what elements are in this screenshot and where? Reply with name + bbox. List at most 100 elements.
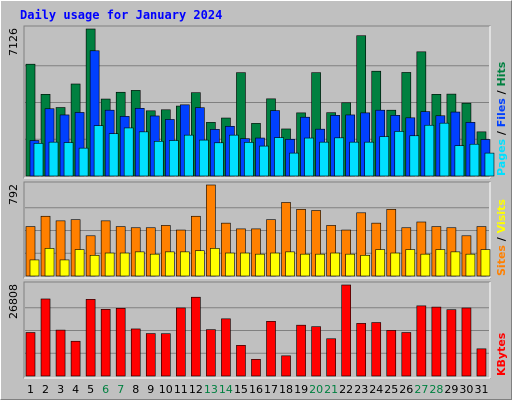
visits-bar [270, 252, 280, 277]
day-label: 30 [459, 383, 473, 396]
pages-bar [349, 141, 359, 177]
pages-bar [364, 141, 375, 177]
pages-bar [214, 142, 224, 177]
day-label: 25 [384, 383, 398, 396]
pages-bar [319, 141, 329, 177]
visits-bar [315, 253, 325, 277]
pages-bar [229, 134, 239, 177]
day-label: 6 [102, 383, 109, 396]
kbytes-bar [25, 332, 36, 377]
visits-bar [149, 253, 160, 277]
day-label: 31 [474, 383, 488, 396]
kbytes-bar [416, 305, 427, 377]
kbytes-bar [446, 309, 457, 377]
pages-bar [274, 137, 284, 177]
kbytes-bar [115, 307, 126, 377]
day-label: 17 [264, 383, 278, 396]
pages-bar [33, 143, 44, 177]
legend-panel-3: KBytes [495, 332, 508, 376]
visits-bar [29, 259, 40, 277]
legend-separator: / [495, 86, 508, 98]
kbytes-bar [386, 330, 397, 377]
kbytes-bar [145, 333, 156, 377]
kbytes-bar [40, 298, 51, 377]
visits-bar [119, 252, 130, 277]
kbytes-bar [191, 296, 201, 377]
visits-bar [375, 249, 386, 277]
pages-bar [123, 127, 134, 177]
kbytes-bar [281, 355, 291, 377]
pages-bar [289, 152, 299, 177]
legend-panel-1: Pages / Files / Hits [495, 61, 508, 176]
kbytes-bar [461, 307, 472, 377]
kbytes-bar [130, 328, 141, 377]
day-label: 26 [399, 383, 413, 396]
day-label: 28 [429, 383, 443, 396]
day-label: 20 [309, 383, 323, 396]
day-label: 3 [57, 383, 64, 396]
visits-bar [74, 249, 85, 277]
pages-bar [379, 136, 390, 177]
kbytes-bar [236, 345, 246, 377]
pages-bar [469, 143, 480, 177]
kbytes-bar [266, 321, 276, 377]
visits-bar [300, 253, 310, 277]
legend-separator: / [495, 233, 508, 245]
day-label: 13 [204, 383, 218, 396]
kbytes-bar [70, 340, 81, 377]
day-label: 21 [324, 383, 338, 396]
pages-bar [244, 142, 254, 177]
day-label: 12 [189, 383, 203, 396]
legend-separator: / [495, 127, 508, 139]
pages-bar [409, 135, 420, 177]
day-label: 7 [117, 383, 124, 396]
day-label: 29 [444, 383, 458, 396]
kbytes-bar [341, 284, 351, 377]
visits-bar [240, 252, 250, 277]
legend-hits: Hits [495, 61, 508, 86]
visits-bar [104, 252, 115, 277]
pages-bar [484, 152, 495, 177]
visits-bar [450, 251, 461, 277]
pages-bar [259, 145, 269, 177]
pages-bar [168, 140, 179, 177]
visits-bar [285, 251, 295, 277]
day-label: 11 [174, 383, 188, 396]
pages-bar [439, 122, 450, 177]
visits-bar [164, 251, 175, 277]
kbytes-bar [55, 329, 66, 377]
day-label: 1 [27, 383, 34, 396]
pages-bar [108, 133, 119, 177]
legend-kbytes: KBytes [495, 332, 508, 376]
kbytes-bar [85, 299, 96, 377]
y-max-label: 7126 [7, 28, 20, 56]
legend-pages: Pages [495, 138, 508, 176]
day-label: 15 [234, 383, 248, 396]
visits-bar [465, 253, 476, 277]
visits-bar [180, 251, 190, 277]
visits-bar [210, 248, 220, 277]
day-label: 23 [354, 383, 368, 396]
pages-bar [199, 139, 209, 177]
pages-bar [48, 141, 59, 177]
pages-bar [138, 131, 149, 177]
visits-bar [390, 252, 401, 277]
kbytes-bar [431, 306, 442, 377]
kbytes-bar [401, 332, 412, 377]
legend-visits: Visits [495, 199, 508, 234]
kbytes-bar [296, 324, 306, 377]
visits-bar [59, 259, 70, 277]
kbytes-bar [326, 338, 336, 377]
day-label: 8 [132, 383, 139, 396]
visits-bar [89, 255, 100, 277]
pages-bar [153, 141, 164, 177]
pages-bar [304, 137, 314, 177]
visits-bar [195, 250, 205, 277]
visits-bar [345, 253, 355, 277]
legend-panel-2: Sites / Visits [495, 199, 508, 276]
kbytes-bar [160, 333, 171, 377]
legend-sites: Sites [495, 245, 508, 276]
pages-bar [424, 124, 435, 177]
day-label: 9 [147, 383, 154, 396]
pages-bar [334, 137, 344, 177]
